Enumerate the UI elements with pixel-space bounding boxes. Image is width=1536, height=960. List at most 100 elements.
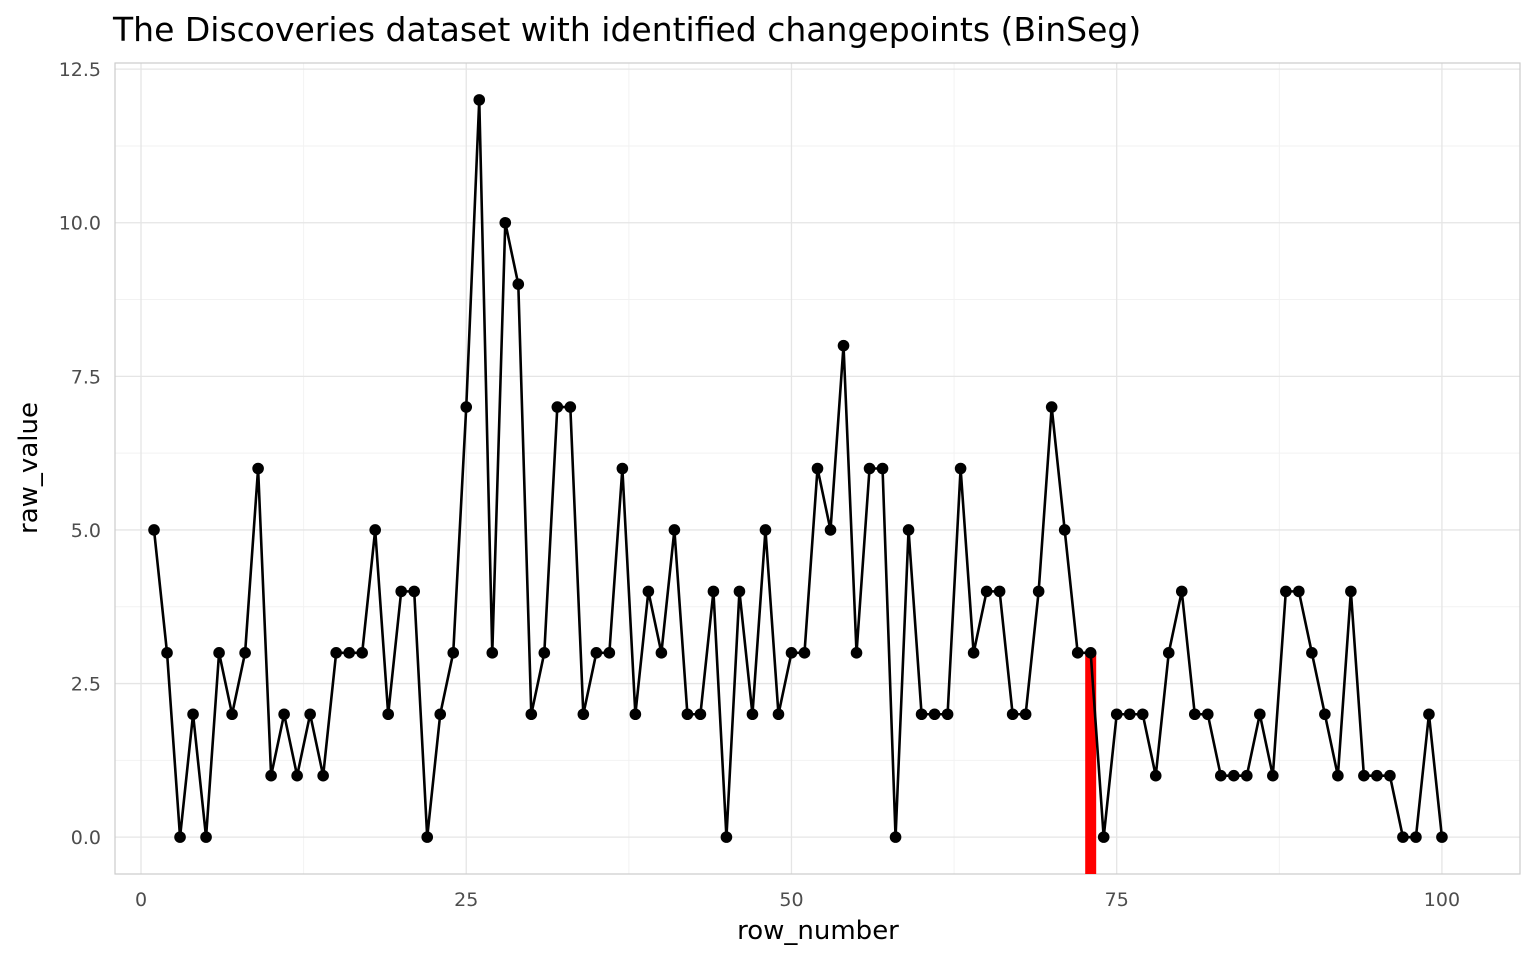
y-tick-label: 7.5 [71, 366, 101, 388]
y-tick-label: 0.0 [71, 827, 101, 849]
data-point [838, 340, 850, 352]
y-tick-label: 10.0 [59, 213, 101, 235]
data-point [825, 524, 837, 536]
data-point [903, 524, 915, 536]
data-point [499, 217, 511, 229]
data-point [799, 647, 811, 659]
data-point [721, 831, 733, 843]
data-point [1306, 647, 1318, 659]
data-point [187, 708, 199, 720]
data-point [1046, 401, 1058, 413]
data-point [317, 770, 329, 782]
data-point [630, 708, 642, 720]
data-point [851, 647, 863, 659]
data-point [226, 708, 238, 720]
data-point [1150, 770, 1162, 782]
data-point [760, 524, 772, 536]
data-point [1345, 586, 1357, 598]
x-axis-ticks: 0 25 50 75 100 [135, 889, 1460, 911]
data-point [643, 586, 655, 598]
data-point [486, 647, 498, 659]
data-point [539, 647, 551, 659]
data-point [1007, 708, 1019, 720]
data-point [877, 463, 889, 475]
data-point [1371, 770, 1383, 782]
data-point [1423, 708, 1435, 720]
data-point [1033, 586, 1045, 598]
x-tick-label: 0 [135, 889, 147, 911]
data-point [708, 586, 720, 598]
data-point [1072, 647, 1084, 659]
data-point [1241, 770, 1253, 782]
y-tick-label: 5.0 [71, 520, 101, 542]
data-point [968, 647, 980, 659]
data-point [252, 463, 264, 475]
data-point [369, 524, 381, 536]
data-point [1228, 770, 1240, 782]
data-point [1189, 708, 1201, 720]
data-point [434, 708, 446, 720]
data-point [747, 708, 759, 720]
y-axis-ticks: 0.0 2.5 5.0 7.5 10.0 12.5 [59, 59, 101, 849]
data-point [1111, 708, 1123, 720]
data-point [291, 770, 303, 782]
data-point [929, 708, 941, 720]
data-point [786, 647, 798, 659]
data-point [265, 770, 277, 782]
data-point [213, 647, 225, 659]
data-point [1384, 770, 1396, 782]
data-point [1202, 708, 1214, 720]
data-point [1293, 586, 1305, 598]
data-point [460, 401, 472, 413]
data-point [239, 647, 251, 659]
y-axis-title: raw_value [14, 402, 44, 534]
data-point [408, 586, 420, 598]
data-point [955, 463, 967, 475]
data-point [578, 708, 590, 720]
data-point [304, 708, 316, 720]
data-point [1254, 708, 1266, 720]
data-point [565, 401, 577, 413]
data-point [890, 831, 902, 843]
data-point [773, 708, 785, 720]
data-point [669, 524, 681, 536]
data-point [916, 708, 928, 720]
chart-title: The Discoveries dataset with identified … [112, 10, 1141, 49]
data-point [864, 463, 876, 475]
data-point [734, 586, 746, 598]
x-tick-label: 75 [1105, 889, 1129, 911]
data-point [1332, 770, 1344, 782]
series-line [154, 100, 1442, 837]
x-tick-label: 100 [1424, 889, 1460, 911]
y-tick-label: 2.5 [71, 674, 101, 696]
data-point [604, 647, 616, 659]
data-point [1176, 586, 1188, 598]
data-point [942, 708, 954, 720]
data-point [1358, 770, 1370, 782]
data-point [395, 586, 407, 598]
data-point [174, 831, 186, 843]
data-point [525, 708, 537, 720]
data-point [421, 831, 433, 843]
y-tick-label: 12.5 [59, 59, 101, 81]
data-point [695, 708, 707, 720]
data-point [552, 401, 564, 413]
series-layer [148, 94, 1448, 843]
data-point [512, 278, 524, 290]
data-point [682, 708, 694, 720]
data-point [473, 94, 485, 106]
data-point [278, 708, 290, 720]
data-point [200, 831, 212, 843]
data-point [382, 708, 394, 720]
data-point [1124, 708, 1136, 720]
data-point [161, 647, 173, 659]
data-point [1280, 586, 1292, 598]
data-point [330, 647, 342, 659]
data-point [1436, 831, 1448, 843]
data-point [1215, 770, 1227, 782]
data-point [994, 586, 1006, 598]
data-point [812, 463, 824, 475]
data-point [1085, 647, 1097, 659]
data-point [981, 586, 993, 598]
